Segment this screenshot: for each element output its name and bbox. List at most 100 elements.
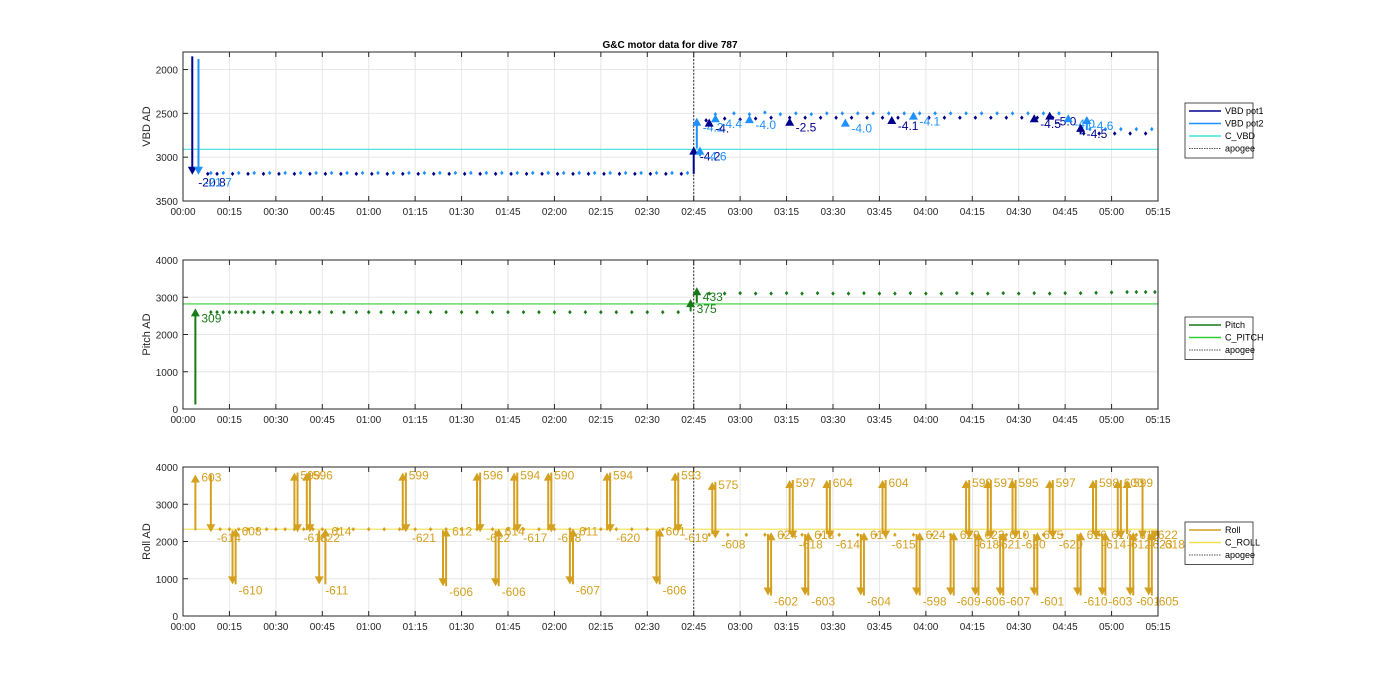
x-tick-label: 01:00 xyxy=(356,415,381,426)
data-point xyxy=(800,532,804,537)
arrow-head xyxy=(825,530,835,539)
arrow-value-label: -621 xyxy=(412,531,436,545)
arrow-head xyxy=(1076,123,1086,132)
data-point xyxy=(246,527,250,532)
x-tick-label: 04:45 xyxy=(1053,207,1078,218)
x-tick-label: 01:15 xyxy=(403,622,428,633)
data-point xyxy=(679,171,684,177)
x-tick-label: 00:30 xyxy=(263,622,288,633)
data-point xyxy=(274,527,278,532)
y-tick-label: 2000 xyxy=(156,66,179,77)
data-point xyxy=(834,115,838,120)
data-point xyxy=(459,527,464,532)
x-tick-label: 00:45 xyxy=(310,207,335,218)
arrow-value-label: 604 xyxy=(889,476,909,490)
arrow-value-label: -606 xyxy=(502,585,526,599)
data-point xyxy=(301,527,306,532)
data-point xyxy=(459,309,464,315)
data-point xyxy=(958,115,962,120)
axes-box xyxy=(182,259,1159,410)
data-point xyxy=(1078,290,1083,296)
x-tick-label: 00:45 xyxy=(310,622,335,633)
data-point xyxy=(317,309,321,315)
arrow-head xyxy=(231,528,241,537)
data-point xyxy=(329,309,334,315)
data-point xyxy=(422,170,427,176)
data-point xyxy=(725,532,730,537)
arrow-value-label: -4.1 xyxy=(919,115,940,129)
data-point xyxy=(1109,290,1114,295)
arrow-head xyxy=(704,118,714,127)
arrow-head xyxy=(187,166,197,175)
axes-box xyxy=(182,51,1159,202)
arrow-value-label: 599 xyxy=(409,469,429,483)
x-tick-label: 00:15 xyxy=(217,207,242,218)
arrow-head xyxy=(744,115,754,124)
arrow-head xyxy=(190,474,200,483)
arrow-value-label: -603 xyxy=(811,595,835,609)
x-tick-label: 00:45 xyxy=(310,415,335,426)
data-point xyxy=(1035,115,1040,120)
arrow-head xyxy=(441,528,451,537)
data-point xyxy=(561,170,566,176)
data-point xyxy=(630,527,634,532)
data-point xyxy=(354,309,359,315)
arrow-head xyxy=(695,146,705,155)
data-point xyxy=(769,115,773,120)
data-point xyxy=(614,527,619,532)
x-tick-label: 04:15 xyxy=(960,415,985,426)
data-point xyxy=(233,309,238,315)
arrow-value-label: -609 xyxy=(957,595,981,609)
data-point xyxy=(886,111,891,116)
x-tick-label: 00:30 xyxy=(263,207,288,218)
data-point xyxy=(630,309,634,315)
data-point xyxy=(416,171,421,177)
data-point xyxy=(335,527,340,532)
x-tick-label: 03:30 xyxy=(820,622,845,633)
data-point xyxy=(855,532,860,537)
data-point xyxy=(209,309,213,315)
x-tick-label: 05:00 xyxy=(1099,207,1124,218)
data-point xyxy=(215,171,219,177)
arrow-value-label: -605 xyxy=(1155,595,1179,609)
data-point xyxy=(506,309,510,315)
arrow-value-label: -602 xyxy=(774,595,798,609)
x-tick-label: 02:00 xyxy=(542,207,567,218)
arrow-head xyxy=(1128,532,1138,541)
y-tick-label: 3000 xyxy=(156,293,179,304)
data-point xyxy=(552,309,557,315)
x-tick-label: 04:45 xyxy=(1053,622,1078,633)
x-tick-label: 05:00 xyxy=(1099,622,1124,633)
arrow-head xyxy=(1029,114,1039,123)
data-point xyxy=(840,111,845,116)
legend-label: C_PITCH xyxy=(1225,333,1264,343)
legend-label: VBD pot1 xyxy=(1225,106,1264,116)
figure-title: G&C motor data for dive 787 xyxy=(602,40,737,51)
arrow-value-label: -615 xyxy=(892,538,916,552)
y-axis-label: Pitch AD xyxy=(141,313,153,355)
data-point xyxy=(1150,126,1154,132)
arrow-head xyxy=(494,528,504,537)
data-point xyxy=(1134,289,1139,295)
arrow-value-label: -606 xyxy=(663,583,687,597)
data-point xyxy=(1128,131,1132,136)
arrow-value-label: 309 xyxy=(201,311,221,325)
x-tick-label: 00:00 xyxy=(170,415,195,426)
y-axis-label: VBD AD xyxy=(141,106,153,146)
arrow-value-label: -4.5 xyxy=(1040,117,1061,131)
data-point xyxy=(676,309,681,315)
data-point xyxy=(577,170,581,176)
data-point xyxy=(896,115,900,120)
arrow-head xyxy=(1045,111,1055,120)
arrow-head xyxy=(1100,532,1110,541)
x-tick-label: 00:15 xyxy=(217,415,242,426)
data-point xyxy=(252,309,256,315)
data-point xyxy=(267,170,272,176)
data-point xyxy=(360,170,365,176)
legend-box xyxy=(1184,102,1254,159)
data-point xyxy=(732,111,736,116)
legend-label: C_VBD xyxy=(1225,131,1256,141)
data-point xyxy=(893,532,897,537)
arrow-value-label: -4.1 xyxy=(898,119,919,133)
data-point xyxy=(623,170,628,176)
